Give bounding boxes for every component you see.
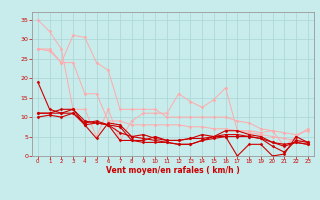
- X-axis label: Vent moyen/en rafales ( km/h ): Vent moyen/en rafales ( km/h ): [106, 166, 240, 175]
